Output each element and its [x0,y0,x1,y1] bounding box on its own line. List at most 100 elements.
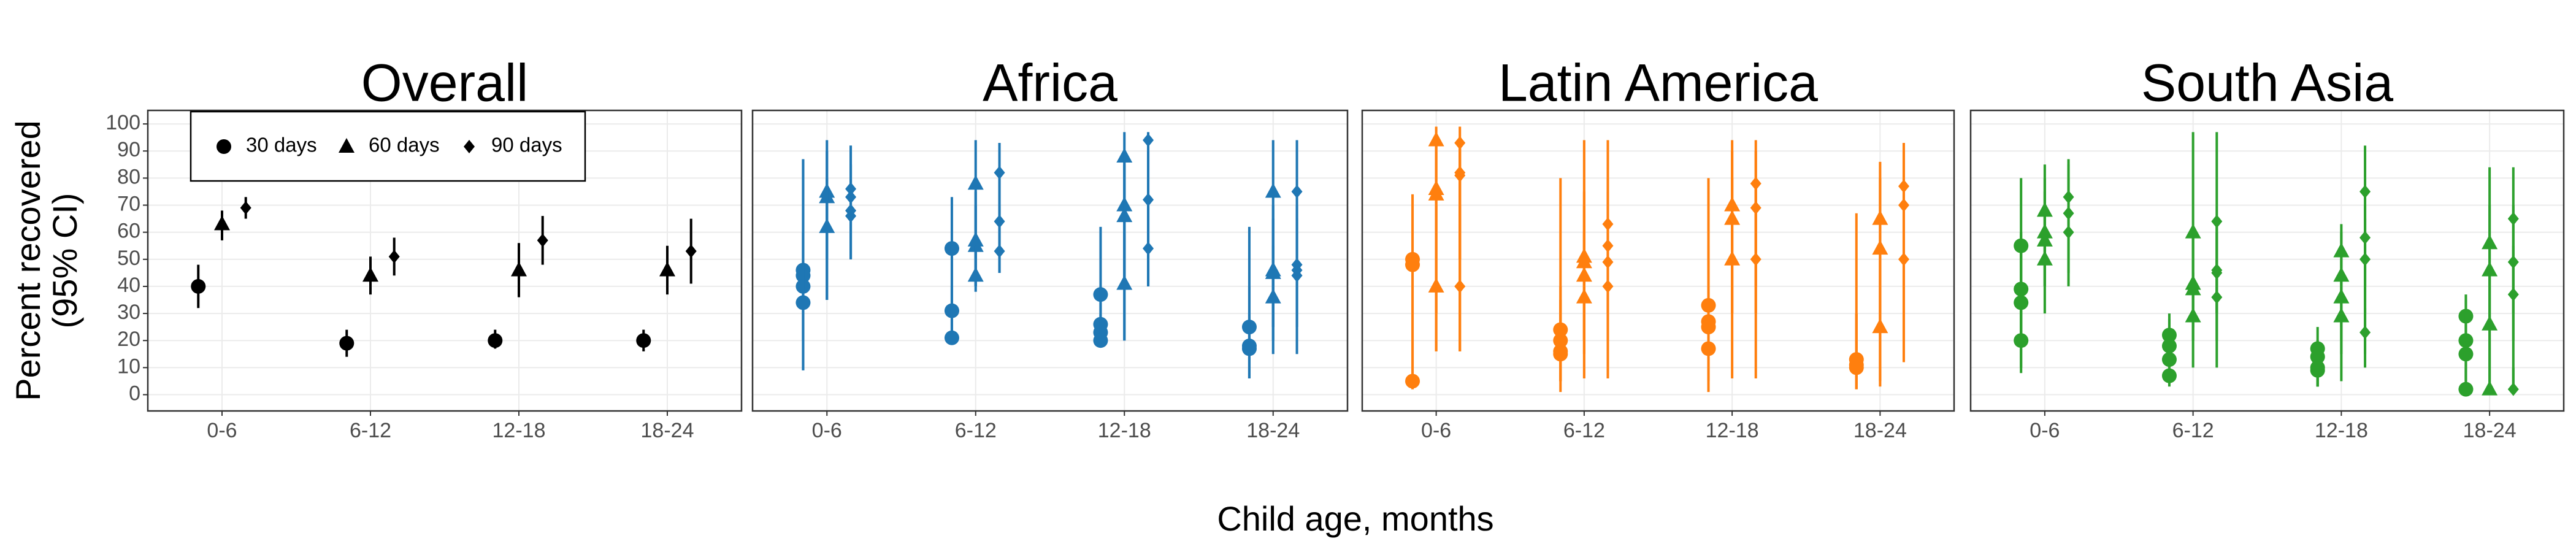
y-tick-label: 20 [117,328,140,351]
y-axis-label-line: (95% CI) [45,193,84,329]
legend-box [190,110,586,182]
point [659,261,675,277]
point [214,215,230,231]
point [191,278,206,294]
point [967,175,984,190]
point [2458,347,2474,362]
panel-title: Overall [361,54,528,113]
panel-background [1971,110,2564,411]
y-tick-label: 70 [117,192,140,215]
point [1405,257,1420,272]
point [339,335,355,351]
y-tick-label: 50 [117,247,140,270]
point [1265,183,1281,198]
point [845,209,857,223]
y-tick-label: 60 [117,220,140,243]
point [967,267,984,282]
point [1872,318,1888,334]
point [795,295,811,310]
x-tick-label: 0-6 [207,419,237,442]
point [1143,242,1154,256]
point [1553,347,1568,362]
point [388,250,400,264]
point [2014,333,2029,348]
point [1116,207,1133,223]
x-tick-label: 6-12 [955,419,997,442]
point [2482,380,2498,396]
y-tick-label: 40 [117,274,140,297]
legend-marker [339,138,355,153]
point [1576,288,1592,304]
point [944,330,959,345]
point [1143,193,1154,207]
point [2185,307,2201,323]
point [636,333,651,348]
point [511,261,527,277]
point [1701,341,1716,356]
y-tick-label: 100 [105,111,140,134]
panel-border [751,109,1349,412]
point [819,218,835,233]
point [2507,288,2519,302]
point [2036,250,2053,266]
point [1898,252,1909,266]
panel-title: South Asia [2141,54,2393,113]
y-axis-label-line: Percent recovered [9,120,47,401]
point [685,244,697,258]
point [994,166,1005,180]
point [1265,288,1281,304]
point [2333,307,2350,323]
x-tick-label: 18-24 [1853,419,1907,442]
legend-label: 60 days [369,134,440,156]
point [1750,252,1761,266]
x-tick-label: 0-6 [812,419,842,442]
point [1428,277,1444,293]
point [2063,225,2074,239]
legend-marker [217,139,231,154]
x-tick-label: 12-18 [493,419,546,442]
point [1116,275,1133,290]
panel-border [1361,109,1955,412]
point [1428,185,1444,201]
point [1724,250,1741,266]
point [1093,333,1108,348]
y-tick-label: 80 [117,165,140,188]
point [1454,279,1466,293]
panel-border [147,109,743,412]
point [362,267,378,282]
x-tick-label: 18-24 [2463,419,2517,442]
x-axis-label: Child age, months [1217,499,1493,538]
point [1454,168,1466,182]
point [2310,362,2325,378]
legend-marker [464,140,475,153]
x-tick-label: 6-12 [2172,419,2214,442]
legend-label: 30 days [246,134,317,156]
x-tick-label: 12-18 [1706,419,1759,442]
x-tick-label: 0-6 [1421,419,1451,442]
point [1143,133,1154,147]
y-tick-label: 30 [117,301,140,324]
x-tick-label: 6-12 [1563,419,1605,442]
x-tick-label: 0-6 [2030,419,2060,442]
point [2161,368,2177,383]
point [2507,382,2519,396]
point [1405,374,1420,389]
panel-title: Africa [983,54,1117,113]
point [1849,360,1864,375]
point [240,201,251,215]
point [2359,185,2371,199]
x-tick-label: 12-18 [2315,419,2368,442]
x-tick-label: 18-24 [1246,419,1300,442]
x-tick-label: 12-18 [1098,419,1151,442]
point [2211,290,2223,304]
point [2359,252,2371,266]
point [2482,261,2498,277]
y-tick-label: 90 [117,138,140,161]
point [2185,223,2201,239]
point [537,233,548,247]
point [2458,381,2474,397]
point [1291,269,1303,283]
point [967,237,984,252]
panel-background [753,110,1347,411]
